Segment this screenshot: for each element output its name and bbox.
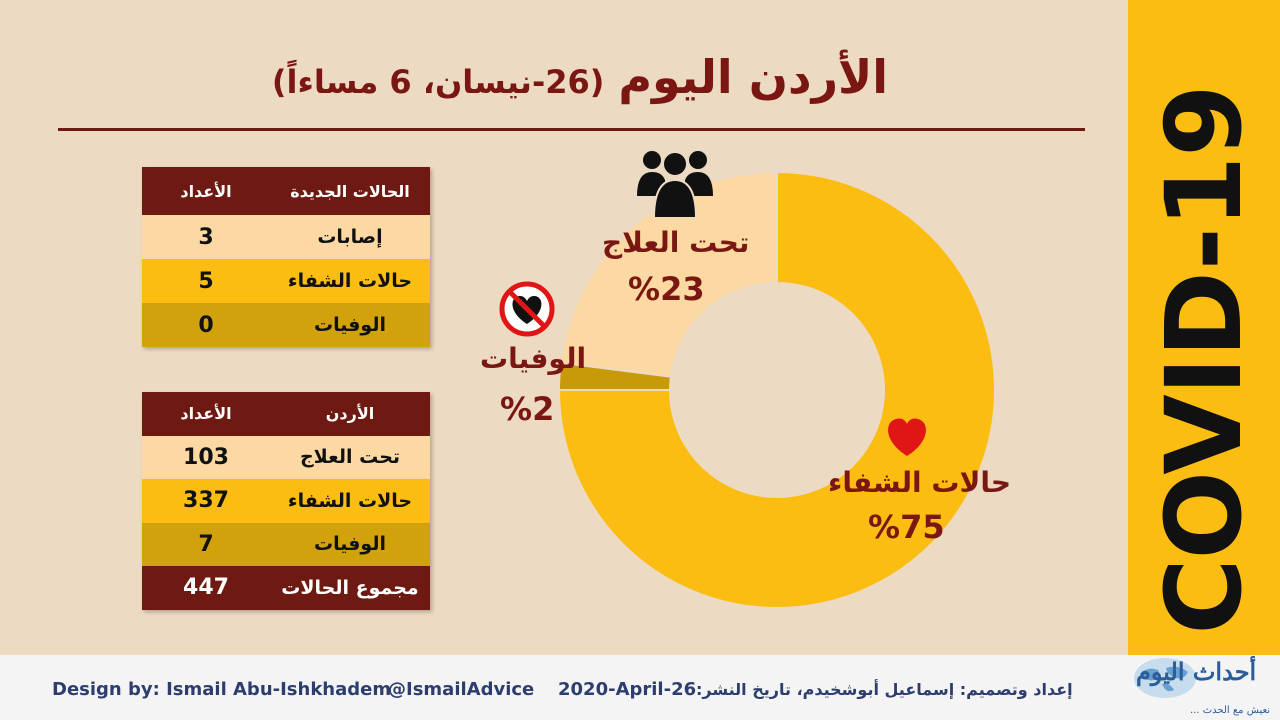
slice-label-recovered: حالات الشفاء [828, 466, 1012, 499]
table-row: الوفيات 0 [142, 303, 430, 347]
title-sub: (26-نيسان، 6 مساءاً) [271, 63, 605, 101]
column-header-count: الأعداد [180, 404, 232, 424]
row-value: 5 [198, 268, 214, 294]
row-value: 103 [183, 444, 229, 470]
row-value: 0 [198, 312, 214, 338]
column-header-category: الأردن [325, 404, 375, 424]
donut-slice-0 [557, 170, 996, 609]
row-label: الوفيات [314, 314, 386, 336]
column-header-category: الحالات الجديدة [290, 181, 410, 201]
row-label: تحت العلاج [299, 446, 401, 469]
covid-sidebar-label: COVID-19 [1143, 85, 1265, 635]
row-label: الوفيات [314, 533, 386, 556]
table-header-row: الحالات الجديدة الأعداد [142, 167, 430, 215]
table-row: إصابات 3 [142, 215, 430, 259]
row-label: حالات الشفاء [287, 270, 413, 292]
total-cases-table: الأردن الأعداد تحت العلاج 103 حالات الشف… [142, 392, 430, 610]
slice-pct-recovered: %75 [868, 508, 945, 546]
donut-chart [557, 170, 996, 609]
row-value: 447 [183, 575, 229, 601]
page-title: الأردن اليوم (26-نيسان، 6 مساءاً) [150, 50, 1010, 104]
table-row: تحت العلاج 103 [142, 435, 430, 479]
slice-pct-treatment: %23 [628, 270, 705, 308]
table-row: الوفيات 7 [142, 522, 430, 566]
row-value: 7 [198, 531, 214, 557]
table-row: حالات الشفاء 5 [142, 259, 430, 303]
footer-bar [0, 655, 1280, 720]
heart-icon [888, 418, 926, 456]
logo-tagline: ... نعيش مع الحدث [1190, 705, 1271, 716]
table-row: حالات الشفاء 337 [142, 479, 430, 523]
group-people-icon [637, 151, 713, 218]
donut-slice-2 [559, 170, 778, 378]
new-cases-table: الحالات الجديدة الأعداد إصابات 3 حالات ا… [142, 167, 430, 347]
row-label: إصابات [317, 226, 383, 248]
no-heart-icon [499, 281, 555, 337]
row-value: 3 [198, 224, 214, 250]
design-credit: Design by: Ismail Abu-Ishkhadem [52, 679, 392, 700]
publish-date: 2020-April-26 [558, 679, 697, 700]
table-header-row: الأردن الأعداد [142, 392, 430, 436]
slice-pct-deaths: %2 [500, 390, 555, 428]
title-main: الأردن اليوم [618, 50, 889, 104]
row-label: مجموع الحالات [281, 576, 419, 599]
row-label: حالات الشفاء [287, 489, 413, 512]
twitter-handle: @IsmailAdvice [388, 679, 535, 700]
logo-title: أحداث اليوم [1136, 657, 1257, 686]
world-map-logo-icon [1134, 658, 1196, 698]
slice-label-deaths: الوفيات [480, 342, 587, 375]
arabic-credit: إعداد وتصميم: إسماعيل أبوشخيدم، تاريخ ال… [696, 680, 1073, 699]
row-value: 337 [183, 488, 229, 514]
column-header-count: الأعداد [180, 181, 232, 201]
title-divider [58, 128, 1085, 131]
table-total-row: مجموع الحالات 447 [142, 566, 430, 610]
covid-sidebar [1128, 0, 1280, 655]
slice-label-treatment: تحت العلاج [602, 226, 750, 259]
